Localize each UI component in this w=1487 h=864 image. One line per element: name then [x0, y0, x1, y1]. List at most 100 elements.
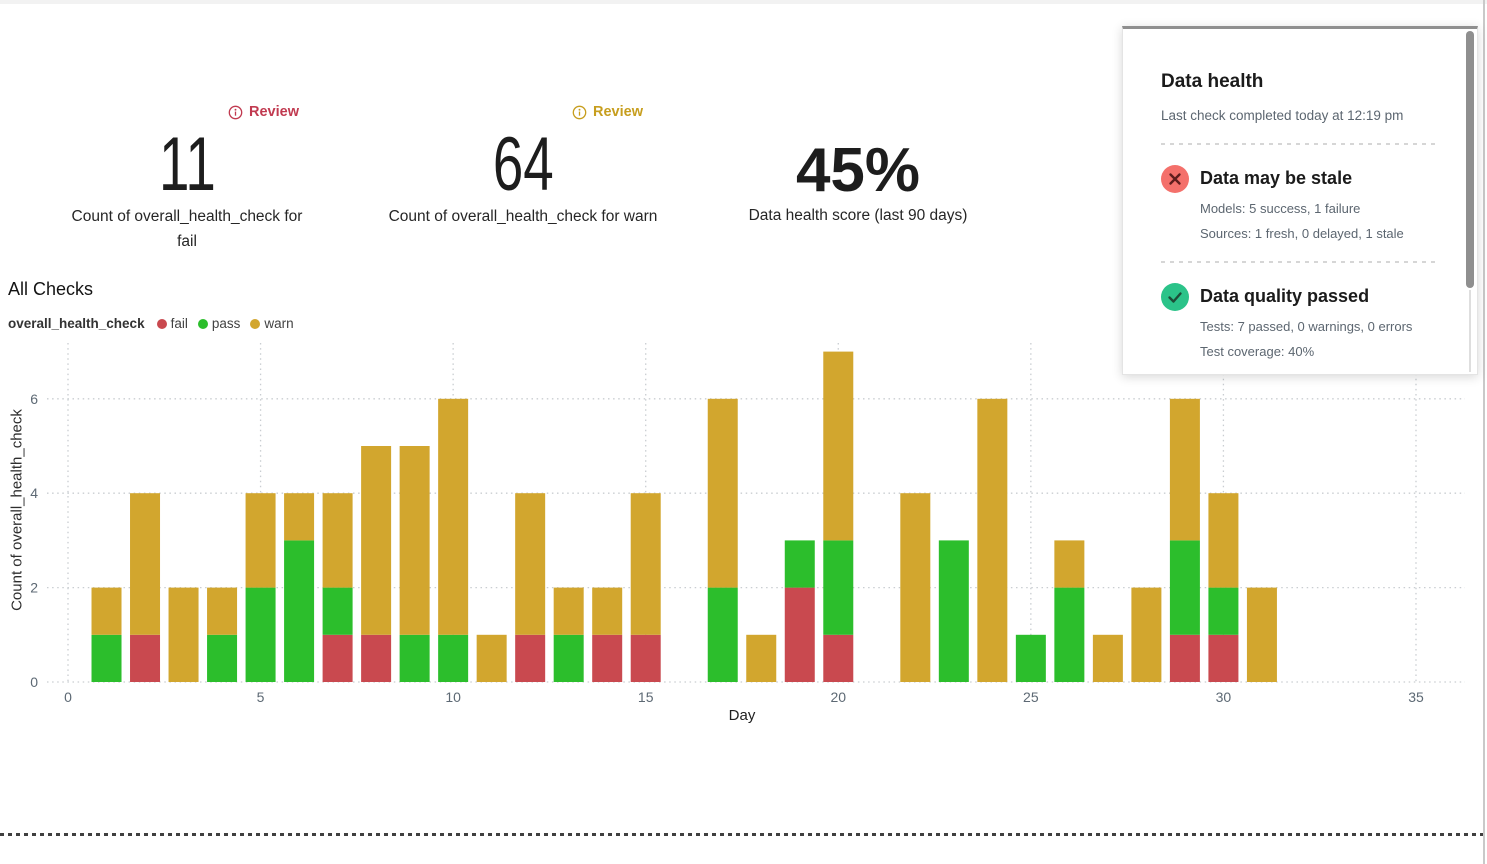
metric-fail-value: 11: [158, 122, 216, 207]
fail-dot-icon: [156, 318, 167, 329]
bar-day29-pass[interactable]: [1169, 540, 1200, 635]
bar-day1-pass[interactable]: [91, 634, 122, 682]
bar-day8-warn[interactable]: [361, 446, 392, 635]
bar-day22-warn[interactable]: [900, 493, 931, 682]
bar-day17-pass[interactable]: [707, 587, 738, 682]
bottom-divider: [0, 833, 1487, 836]
bar-day15-fail[interactable]: [630, 634, 661, 682]
panel-divider: [1161, 143, 1437, 145]
legend-item-pass[interactable]: pass: [197, 316, 240, 331]
y-axis-label: Count of overall_health_check: [8, 409, 26, 611]
bar-day5-pass[interactable]: [245, 587, 276, 682]
status-title: Data quality passed: [1200, 286, 1370, 306]
status-line: Sources: 1 fresh, 0 delayed, 1 stale: [1200, 226, 1404, 241]
bar-day13-pass[interactable]: [553, 634, 584, 682]
bar-day7-pass[interactable]: [322, 587, 353, 635]
bar-day3-warn[interactable]: [168, 587, 199, 682]
bar-day29-fail[interactable]: [1169, 634, 1200, 682]
bar-day1-warn[interactable]: [91, 587, 122, 635]
bar-day2-warn[interactable]: [130, 493, 161, 635]
bar-day12-warn[interactable]: [515, 493, 546, 635]
metric-warn-caption: Count of overall_health_check for warn: [388, 208, 658, 225]
bar-day26-pass[interactable]: [1054, 587, 1085, 682]
x-axis-label: Day: [728, 707, 756, 724]
bar-day13-warn[interactable]: [553, 587, 584, 635]
bar-day23-pass[interactable]: [938, 540, 969, 682]
x-tick-label: 15: [638, 689, 654, 705]
bar-day20-pass[interactable]: [823, 540, 854, 635]
bar-day30-pass[interactable]: [1208, 587, 1239, 635]
bar-day26-warn[interactable]: [1054, 540, 1085, 588]
bar-day12-fail[interactable]: [515, 634, 546, 682]
panel-title: Data health: [1161, 71, 1264, 92]
bar-day20-fail[interactable]: [823, 634, 854, 682]
bar-day31-warn[interactable]: [1246, 587, 1277, 682]
metric-score-value: 45%: [795, 136, 921, 205]
y-tick-label: 2: [30, 580, 38, 596]
bar-day20-warn[interactable]: [823, 351, 854, 541]
metric-fail-caption: Count of overall_health_check for fail: [71, 208, 303, 251]
review-badge-warn[interactable]: Review: [572, 101, 643, 123]
bar-day10-pass[interactable]: [438, 634, 469, 682]
bar-day7-warn[interactable]: [322, 493, 353, 588]
review-badge-fail[interactable]: Review: [228, 101, 299, 123]
bar-day18-warn[interactable]: [746, 634, 777, 682]
info-icon: [228, 105, 243, 119]
bar-day7-fail[interactable]: [322, 634, 353, 682]
bar-day19-pass[interactable]: [784, 540, 815, 588]
review-label: Review: [593, 104, 643, 120]
panel-last-check: Last check completed today at 12:19 pm: [1161, 108, 1404, 123]
bar-day11-warn[interactable]: [476, 634, 507, 682]
x-tick-label: 5: [257, 689, 265, 705]
bar-day14-fail[interactable]: [592, 634, 623, 682]
x-tick-label: 10: [445, 689, 461, 705]
bar-day2-fail[interactable]: [130, 634, 161, 682]
status-line: Tests: 7 passed, 0 warnings, 0 errors: [1200, 319, 1413, 334]
panel-divider: [1161, 261, 1437, 263]
review-label: Review: [249, 104, 299, 120]
bar-day4-pass[interactable]: [207, 634, 238, 682]
bar-day17-warn[interactable]: [707, 398, 738, 588]
chart-legend: overall_health_check fail pass warn: [8, 316, 294, 331]
bar-day10-warn[interactable]: [438, 398, 469, 635]
legend-label: warn: [264, 316, 294, 331]
info-icon: [572, 105, 587, 119]
bar-day14-warn[interactable]: [592, 587, 623, 635]
x-tick-label: 0: [64, 689, 72, 705]
status-line: Models: 5 success, 1 failure: [1200, 201, 1361, 216]
legend-label: fail: [170, 316, 188, 331]
panel-scrollbar[interactable]: [1466, 31, 1474, 288]
legend-item-warn[interactable]: warn: [250, 316, 294, 331]
top-strip: [0, 0, 1487, 4]
metric-score-caption: Data health score (last 90 days): [748, 207, 968, 224]
status-row-stale: Data may be stale Models: 5 success, 1 f…: [1161, 165, 1437, 241]
bar-day9-pass[interactable]: [399, 634, 430, 682]
bar-day6-warn[interactable]: [284, 493, 315, 541]
legend-series-name: overall_health_check: [8, 316, 145, 331]
bar-day30-warn[interactable]: [1208, 493, 1239, 588]
bar-day25-pass[interactable]: [1015, 634, 1046, 682]
bar-day19-fail[interactable]: [784, 587, 815, 682]
bar-day27-warn[interactable]: [1092, 634, 1123, 682]
bar-day6-pass[interactable]: [284, 540, 315, 682]
bar-day9-warn[interactable]: [399, 446, 430, 635]
check-circle-icon: [1161, 283, 1189, 311]
page-right-border: [1483, 0, 1485, 864]
bar-day5-warn[interactable]: [245, 493, 276, 588]
bar-day15-warn[interactable]: [630, 493, 661, 635]
bar-day28-warn[interactable]: [1131, 587, 1162, 682]
bar-day29-warn[interactable]: [1169, 398, 1200, 541]
x-circle-icon: [1161, 165, 1189, 193]
y-tick-label: 4: [30, 485, 38, 501]
bar-day24-warn[interactable]: [977, 398, 1008, 682]
x-tick-label: 35: [1408, 689, 1424, 705]
bar-day8-fail[interactable]: [361, 634, 392, 682]
x-tick-label: 20: [830, 689, 846, 705]
x-tick-label: 25: [1023, 689, 1039, 705]
bar-day30-fail[interactable]: [1208, 634, 1239, 682]
legend-item-fail[interactable]: fail: [156, 316, 188, 331]
status-line: Test coverage: 40%: [1200, 344, 1315, 359]
data-health-panel: Data health Last check completed today a…: [1122, 26, 1478, 375]
bar-day4-warn[interactable]: [207, 587, 238, 635]
